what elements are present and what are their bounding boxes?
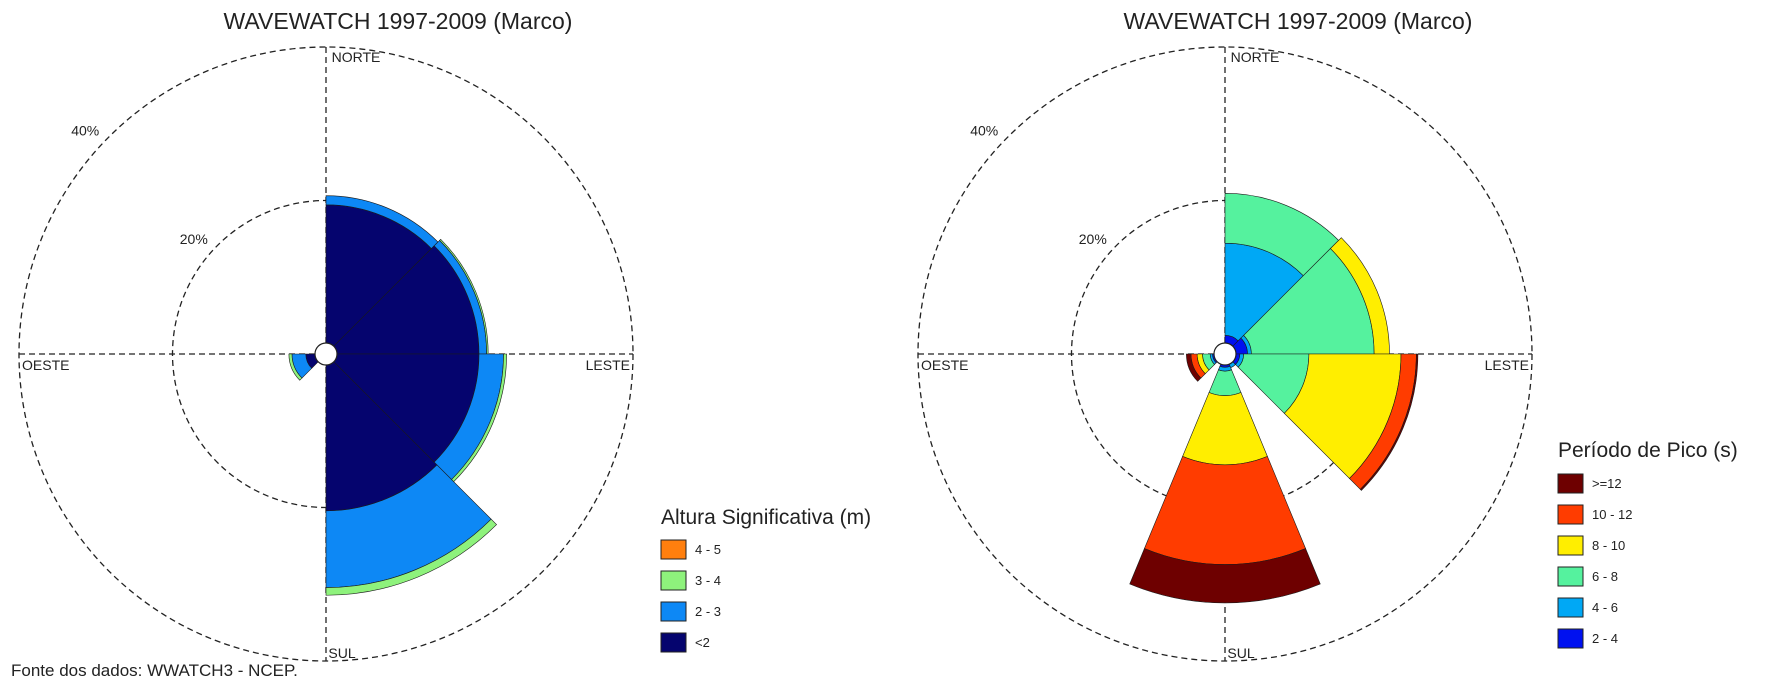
legend-label: <2 — [695, 635, 710, 650]
direction-label-north: NORTE — [332, 49, 381, 65]
ring-label: 20% — [1079, 231, 1107, 247]
legend-title: Altura Significativa (m) — [661, 506, 871, 529]
legend-title: Período de Pico (s) — [1558, 439, 1738, 462]
legend-swatch — [660, 539, 687, 560]
rose-sector-bin — [1186, 353, 1202, 382]
chart-title: WAVEWATCH 1997-2009 (Marco) — [224, 8, 573, 34]
legend-swatch — [660, 601, 687, 622]
legend-label: 6 - 8 — [1592, 569, 1618, 584]
legend-label: 4 - 5 — [695, 542, 721, 557]
rose-sector-bin — [1129, 548, 1321, 604]
legend-swatch — [1557, 535, 1584, 556]
legend-swatch — [660, 632, 687, 653]
direction-label-south: SUL — [1227, 645, 1254, 661]
rose-sector-bin — [288, 353, 303, 381]
rose-sector-bin — [1182, 392, 1268, 466]
legend-label: 3 - 4 — [695, 573, 721, 588]
direction-label-south: SUL — [328, 645, 355, 661]
data-source-note: Fonte dos dados: WWATCH3 - NCEP. — [11, 661, 298, 680]
rose-center — [1213, 342, 1237, 366]
legend-label: 8 - 10 — [1592, 538, 1625, 553]
direction-label-west: OESTE — [921, 357, 968, 373]
rose-sector-bin — [1144, 455, 1306, 565]
legend-label: 10 - 12 — [1592, 507, 1632, 522]
legend-swatch — [1557, 597, 1584, 618]
rose-chart-wave-height: WAVEWATCH 1997-2009 (Marco) NORTE LESTE SUL… — [18, 8, 871, 662]
legend-swatch — [660, 570, 687, 591]
legend-swatch — [1557, 628, 1584, 649]
chart-title: WAVEWATCH 1997-2009 (Marco) — [1124, 8, 1473, 34]
legend-label: 2 - 4 — [1592, 631, 1618, 646]
rose-sector-bin — [1359, 353, 1419, 491]
legend-swatch — [1557, 504, 1584, 525]
ring-label: 40% — [970, 122, 998, 138]
ring-label: 20% — [180, 231, 208, 247]
rose-center — [314, 342, 338, 366]
legend-swatch — [1557, 473, 1584, 494]
legend-label: 4 - 6 — [1592, 600, 1618, 615]
rose-chart-peak-period: WAVEWATCH 1997-2009 (Marco) NORTE LESTE SUL… — [917, 8, 1738, 662]
rose-sector-bin — [325, 518, 498, 596]
direction-label-east: LESTE — [586, 357, 630, 373]
legend-swatch — [1557, 566, 1584, 587]
legend-label: >=12 — [1592, 476, 1622, 491]
legend-label: 2 - 3 — [695, 604, 721, 619]
direction-label-east: LESTE — [1485, 357, 1529, 373]
rose-sector-bin — [1208, 369, 1242, 396]
direction-label-west: OESTE — [22, 357, 69, 373]
direction-label-north: NORTE — [1231, 49, 1280, 65]
ring-label: 40% — [71, 122, 99, 138]
